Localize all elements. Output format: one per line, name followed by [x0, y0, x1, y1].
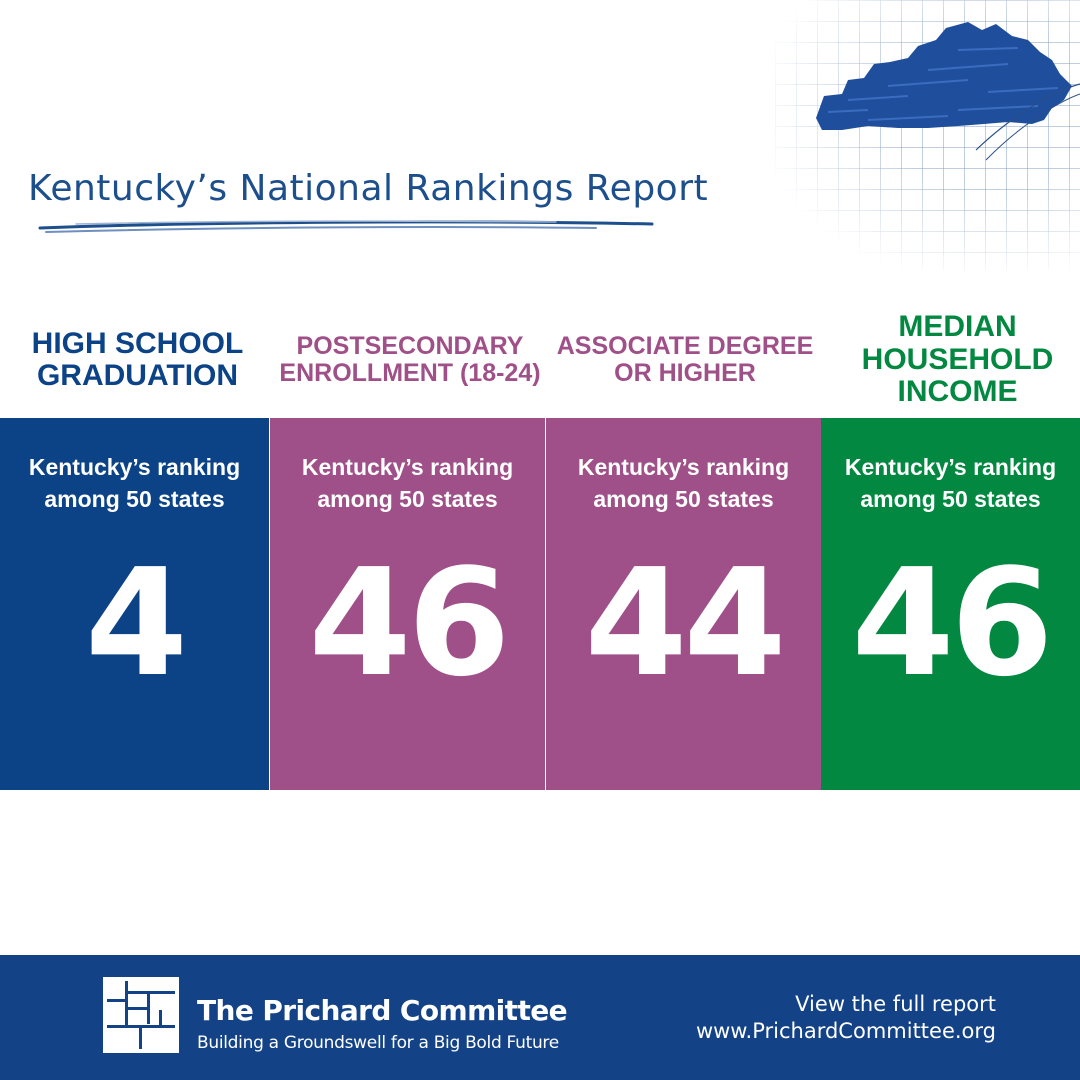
call-to-action: View the full report www.PrichardCommitt…	[696, 991, 996, 1046]
ranking-subtitle: Kentucky’s ranking among 50 states	[301, 454, 514, 512]
prichard-committee-logo-icon	[103, 977, 179, 1053]
ranking-subtitle: Kentucky’s ranking among 50 states	[844, 454, 1057, 512]
cta-text: View the full report	[795, 992, 996, 1016]
ranking-subtitle: Kentucky’s ranking among 50 states	[577, 454, 790, 512]
ranking-card-high-school-graduation: Kentucky’s ranking among 50 states 4	[0, 418, 269, 790]
category-header-median-household-income: MEDIAN HOUSEHOLD INCOME	[861, 310, 1054, 409]
kentucky-map-icon	[816, 22, 1080, 161]
ranking-value: 46	[308, 537, 511, 710]
ranking-card-associate-degree: Kentucky’s ranking among 50 states 44	[546, 418, 821, 790]
ranking-card-median-household-income: Kentucky’s ranking among 50 states 46	[821, 418, 1080, 790]
footer-bar: The Prichard Committee Building a Ground…	[0, 955, 1080, 1080]
title-underline	[38, 220, 654, 233]
category-header-associate-degree: ASSOCIATE DEGREE OR HIGHER	[556, 332, 814, 387]
ranking-subtitle: Kentucky’s ranking among 50 states	[28, 454, 241, 512]
category-header-postsecondary-enrollment: POSTSECONDARY ENROLLMENT (18-24)	[279, 332, 541, 387]
category-header-high-school-graduation: HIGH SCHOOL GRADUATION	[31, 326, 244, 392]
website-link[interactable]: www.PrichardCommittee.org	[695, 1019, 996, 1044]
ranking-value: 46	[851, 537, 1054, 710]
org-tagline: Building a Groundswell for a Big Bold Fu…	[197, 1033, 559, 1053]
ranking-value: 4	[85, 537, 188, 710]
ranking-card-postsecondary-enrollment: Kentucky’s ranking among 50 states 46	[270, 418, 545, 790]
org-name: The Prichard Committee	[197, 994, 568, 1027]
page-title: Kentucky’s National Rankings Report	[28, 168, 709, 209]
ranking-value: 44	[584, 537, 787, 710]
